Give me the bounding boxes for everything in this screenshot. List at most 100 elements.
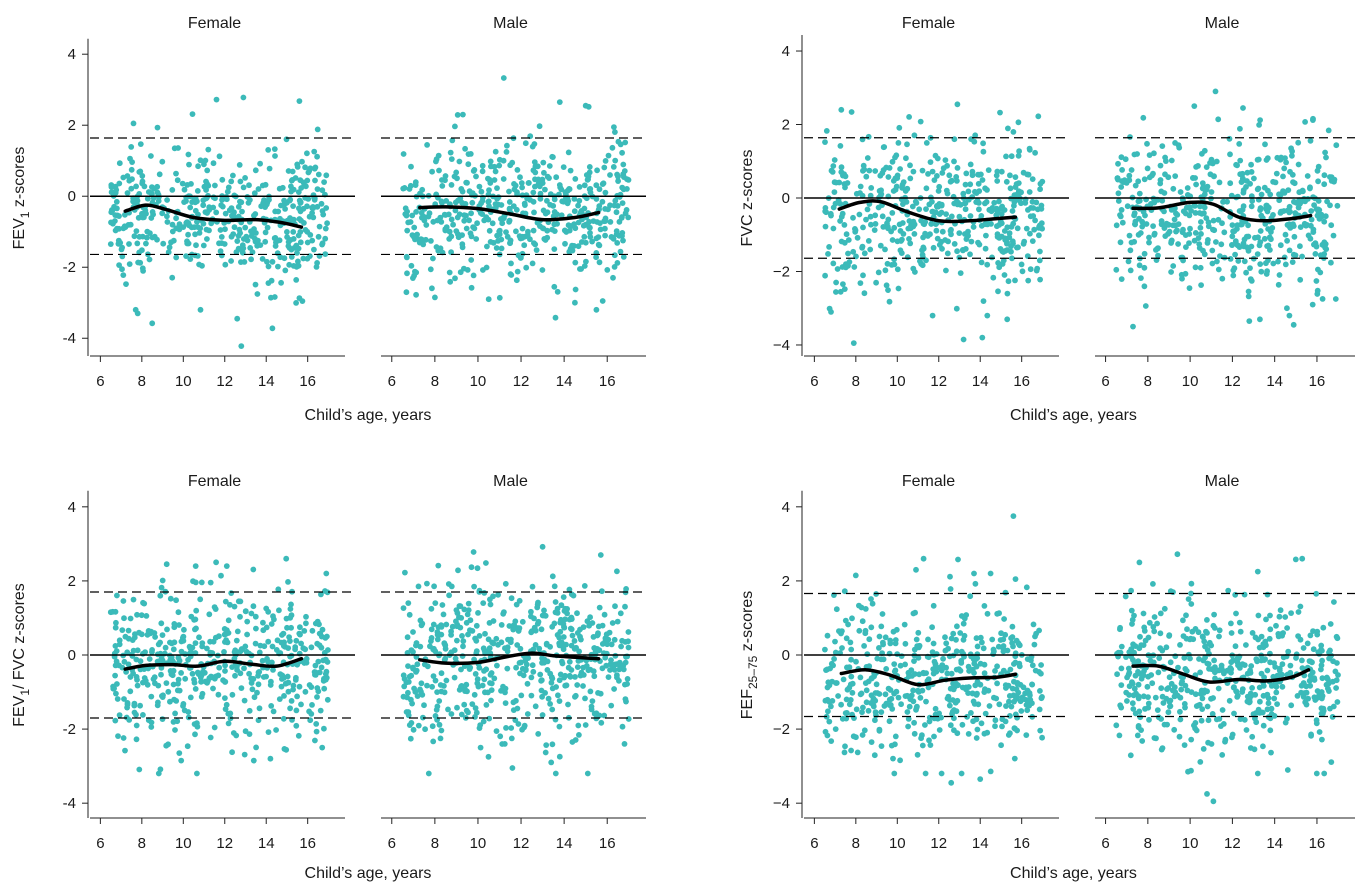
data-point (293, 722, 300, 729)
data-point (400, 185, 407, 192)
data-point (421, 213, 427, 220)
data-point (878, 187, 884, 194)
data-point (581, 182, 588, 189)
data-point (403, 679, 410, 686)
data-point (581, 205, 588, 212)
data-point (824, 684, 831, 691)
data-point (996, 264, 1003, 271)
data-point (318, 591, 324, 598)
data-point (567, 673, 574, 680)
data-point (557, 184, 564, 191)
data-point (218, 240, 225, 247)
data-point (565, 701, 571, 708)
data-point (459, 241, 466, 248)
data-point (128, 144, 135, 150)
data-point (1280, 188, 1286, 195)
data-point (962, 181, 969, 188)
data-point (1288, 610, 1294, 616)
data-point (115, 733, 121, 739)
data-point (986, 703, 993, 709)
data-point (404, 634, 411, 641)
data-point (139, 180, 146, 187)
data-point (1010, 240, 1016, 247)
data-point (189, 670, 196, 677)
data-point (1027, 213, 1034, 220)
data-point (485, 689, 491, 696)
data-point (469, 701, 476, 707)
data-point (483, 264, 490, 271)
data-point (1204, 660, 1211, 667)
data-point (896, 124, 903, 131)
data-point (429, 683, 435, 690)
data-point (264, 655, 270, 662)
data-point (1200, 634, 1206, 641)
data-point (194, 218, 200, 225)
data-point (957, 630, 964, 636)
data-point (901, 621, 908, 628)
data-point (538, 677, 544, 684)
data-point (915, 629, 922, 636)
data-point (301, 628, 308, 634)
data-point (524, 654, 531, 661)
data-point (580, 683, 586, 689)
data-point (1003, 178, 1010, 185)
data-point (269, 659, 275, 666)
data-point (620, 237, 626, 244)
data-point (1271, 695, 1278, 702)
data-point (919, 262, 926, 269)
data-point (519, 618, 526, 625)
data-point (290, 203, 296, 210)
data-point (841, 749, 848, 756)
data-point (919, 251, 926, 258)
data-point (1228, 192, 1235, 199)
data-point (486, 187, 492, 194)
data-point (484, 243, 490, 250)
data-point (460, 638, 467, 644)
data-point (897, 757, 903, 764)
data-point (841, 588, 848, 595)
data-point (828, 212, 834, 219)
data-point (1257, 261, 1264, 267)
data-point (448, 182, 455, 188)
data-point (414, 693, 421, 699)
data-point (1300, 694, 1307, 700)
data-point (1244, 169, 1251, 176)
data-point (457, 603, 464, 610)
data-point (202, 157, 209, 164)
data-point (1319, 296, 1326, 302)
x-tick-label: 6 (388, 835, 396, 852)
data-point (176, 750, 183, 756)
data-point (1014, 244, 1020, 251)
data-point (448, 233, 455, 240)
x-tick-label: 6 (96, 373, 104, 390)
data-point (1315, 206, 1322, 213)
data-point (1309, 301, 1316, 308)
data-point (410, 726, 417, 733)
data-point (943, 267, 949, 274)
data-point (541, 169, 547, 176)
data-point (1178, 680, 1185, 687)
data-point (1285, 648, 1292, 655)
data-point (1284, 767, 1291, 773)
data-point (112, 183, 119, 190)
data-point (536, 123, 543, 130)
data-point (287, 237, 294, 243)
data-point (1320, 624, 1327, 631)
data-point (108, 219, 114, 226)
data-point (246, 731, 253, 737)
data-point (544, 227, 551, 234)
data-point (1237, 157, 1244, 164)
data-point (1215, 685, 1222, 692)
data-point (558, 602, 565, 609)
data-point (1002, 718, 1009, 725)
data-point (404, 270, 410, 277)
data-point (971, 138, 978, 145)
data-point (1204, 791, 1210, 797)
data-point (1248, 693, 1254, 700)
data-point (954, 248, 960, 255)
data-point (107, 241, 114, 248)
data-point (556, 753, 563, 760)
data-point (414, 661, 421, 668)
data-point (248, 256, 255, 263)
data-point (1013, 637, 1020, 644)
